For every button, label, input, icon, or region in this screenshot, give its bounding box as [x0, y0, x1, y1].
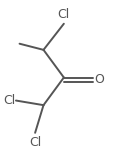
- Text: Cl: Cl: [4, 94, 16, 107]
- Text: Cl: Cl: [58, 8, 70, 21]
- Text: Cl: Cl: [29, 136, 41, 149]
- Text: O: O: [94, 73, 104, 86]
